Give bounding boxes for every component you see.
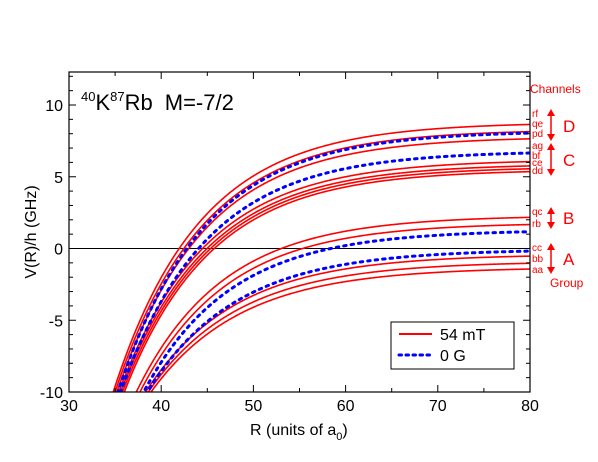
channel-label-aa: aa <box>532 265 544 276</box>
x-tick-label: 70 <box>429 398 447 415</box>
x-tick-label: 60 <box>337 398 355 415</box>
channel-label-bb: bb <box>532 254 544 265</box>
legend: 54 mT 0 G <box>390 321 515 370</box>
title-rb-mass: 87 <box>110 89 124 104</box>
series-54mT-aa <box>150 268 530 392</box>
channel-label-bf: bf <box>532 151 541 162</box>
group-label-a: A <box>563 250 575 269</box>
series-54mT-rb <box>139 223 530 392</box>
chart-title: 40K87Rb M=-7/2 <box>81 89 234 115</box>
series-54mT-dd <box>123 170 530 392</box>
series-54mT-bf <box>119 165 530 392</box>
group-footer-label: Group <box>550 276 584 290</box>
channel-label-dd: dd <box>532 166 543 177</box>
group-label-d: D <box>563 117 575 136</box>
series-0G-1 <box>116 131 530 392</box>
x-tick-label: 40 <box>152 398 170 415</box>
x-axis-label: R (units of a0) <box>250 422 348 443</box>
series-0G-2 <box>119 151 530 392</box>
y-tick-label: 10 <box>45 98 63 115</box>
series-54mT-qe <box>114 130 530 392</box>
series-54mT-bb <box>147 262 530 392</box>
x-tick-label: 50 <box>245 398 263 415</box>
series-54mT-ce <box>121 167 530 392</box>
y-tick-label: -10 <box>40 385 63 402</box>
channel-label-rb: rb <box>532 219 541 230</box>
legend-label-54mT: 54 mT <box>440 327 486 344</box>
series-54mT-ag <box>117 160 530 392</box>
channel-label-pd: pd <box>532 129 543 140</box>
x-tick-label: 80 <box>521 398 539 415</box>
group-label-b: B <box>563 209 574 228</box>
channel-annotations: Channels rf qe pd ag bf ce dd qc rb cc b… <box>530 82 584 290</box>
legend-label-0G: 0 G <box>440 348 466 365</box>
channel-label-ce: ce <box>532 158 543 169</box>
y-axis-label: V(R)/h (GHz) <box>23 185 40 278</box>
x-tick-label: 30 <box>60 398 78 415</box>
ticks-layer: 30 40 50 60 70 80 -10 -5 0 5 10 <box>40 72 539 415</box>
group-c-arrow <box>547 143 555 176</box>
legend-box <box>390 321 515 370</box>
title-k-symbol: K <box>95 90 110 115</box>
series-0G-4 <box>145 249 530 392</box>
curves-layer <box>112 123 530 392</box>
series-54mT-pd <box>116 138 530 392</box>
title-k-mass: 40 <box>81 89 95 104</box>
series-54mT-qc <box>135 216 530 392</box>
group-b-arrow <box>547 207 555 229</box>
y-tick-label: 5 <box>54 170 63 187</box>
channels-header: Channels <box>530 82 581 96</box>
channel-label-rf: rf <box>532 109 538 120</box>
series-54mT-rf <box>112 123 530 392</box>
group-label-c: C <box>563 151 575 170</box>
title-rb-symbol: Rb <box>125 90 153 115</box>
y-tick-label: 0 <box>54 242 63 259</box>
group-a-arrow <box>547 243 555 274</box>
channel-label-qc: qc <box>532 207 543 218</box>
channel-label-qe: qe <box>532 119 544 130</box>
y-tick-label: -5 <box>49 313 63 330</box>
channel-label-ag: ag <box>532 141 543 152</box>
series-0G-3 <box>141 230 530 392</box>
channel-label-cc: cc <box>532 243 542 254</box>
title-m-value: M=-7/2 <box>165 90 234 115</box>
group-d-arrow <box>547 109 555 141</box>
